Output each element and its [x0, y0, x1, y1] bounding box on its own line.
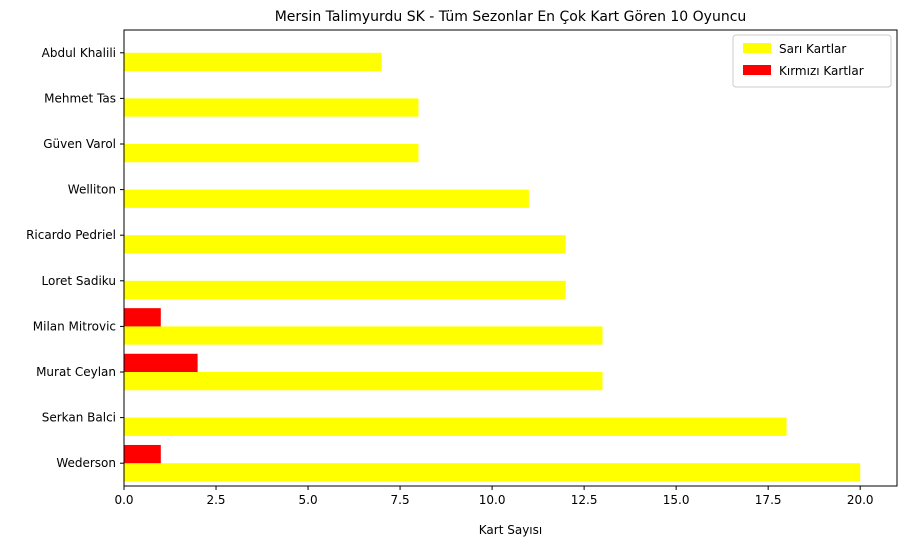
x-tick-label: 15.0: [663, 493, 690, 507]
y-tick-label: Serkan Balci: [42, 411, 116, 425]
x-tick-label: 12.5: [571, 493, 598, 507]
y-tick-label: Murat Ceylan: [36, 365, 116, 379]
chart-title: Mersin Talimyurdu SK - Tüm Sezonlar En Ç…: [275, 9, 747, 25]
x-axis-label: Kart Sayısı: [479, 523, 542, 537]
bar-red-milan-mitrovic: [124, 308, 161, 327]
x-tick-label: 17.5: [755, 493, 782, 507]
bar-red-wederson: [124, 444, 161, 464]
bar-yellow-welliton: [124, 189, 529, 208]
y-tick-label: Wederson: [56, 456, 116, 470]
x-tick-label: 2.5: [206, 493, 225, 507]
bar-yellow-abdul-khalili: [124, 52, 382, 72]
legend-swatch-red: [743, 65, 771, 75]
bar-yellow-milan-mitrovic: [124, 326, 603, 345]
bar-yellow-g-ven-varol: [124, 144, 419, 163]
legend-label: Kırmızı Kartlar: [779, 64, 864, 78]
y-tick-label: Mehmet Tas: [44, 91, 116, 105]
axes-group: 0.0 2.5 5.0 7.5 10.0 12.5 15.0 17.5 20.0 Wederson…: [26, 29, 898, 507]
legend-box: [732, 34, 892, 88]
bar-red-murat-ceylan: [124, 353, 198, 372]
bar-yellow-murat-ceylan: [124, 372, 603, 391]
legend-swatch-yellow: [743, 43, 771, 53]
bar-yellow-mehmet-tas: [124, 98, 419, 117]
y-tick-label: Ricardo Pedriel: [26, 228, 116, 242]
x-tick-label: 20.0: [847, 493, 874, 507]
y-tick-label: Abdul Khalili: [42, 46, 116, 60]
legend-label: Sarı Kartlar: [779, 42, 846, 56]
x-tick-label: 0.0: [114, 493, 133, 507]
x-tick-label: 10.0: [479, 493, 506, 507]
y-tick-label: Loret Sadiku: [42, 274, 117, 288]
bar-yellow-ricardo-pedriel: [124, 235, 566, 254]
bars-group: [124, 52, 861, 482]
y-tick-label: Welliton: [68, 183, 116, 197]
bar-yellow-loret-sadiku: [124, 280, 566, 300]
y-tick-label: Güven Varol: [43, 137, 116, 151]
y-tick-label: Milan Mitrovic: [33, 319, 116, 333]
x-tick-label: 5.0: [299, 493, 318, 507]
bar-yellow-serkan-balci: [124, 417, 787, 436]
x-tick-label: 7.5: [391, 493, 410, 507]
plot-frame: [123, 29, 898, 487]
bar-yellow-wederson: [124, 463, 861, 482]
legend: Sarı Kartlar Kırmızı Kartlar: [732, 34, 892, 88]
